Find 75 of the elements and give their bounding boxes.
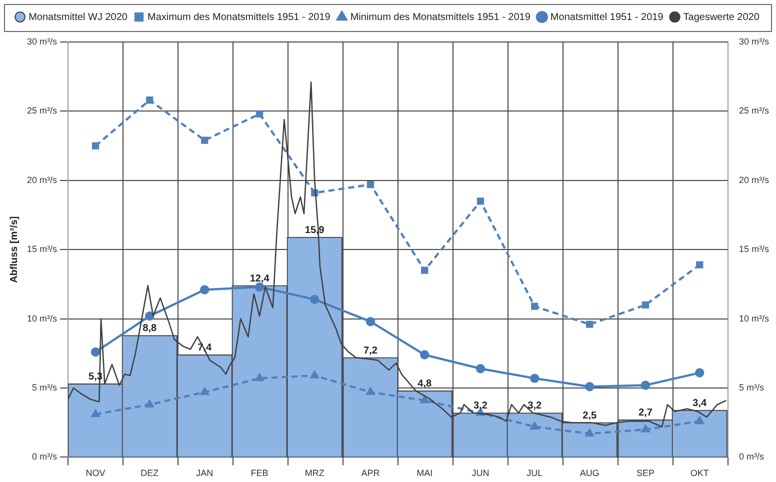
- point: [476, 364, 486, 374]
- point: [695, 416, 704, 424]
- x-tick-label: MRZ: [304, 468, 325, 478]
- legend-label: Tageswerte 2020: [683, 12, 760, 23]
- point: [586, 320, 594, 328]
- y2-tick-label: 30 m³/s: [738, 36, 770, 46]
- y2-tick-label: 10 m³/s: [738, 313, 770, 324]
- y2-tick-label: 5 m³/s: [738, 382, 764, 392]
- point: [640, 380, 650, 390]
- legend-label: Maximum des Monatsmittels 1951 - 2019: [147, 12, 331, 23]
- y2-tick-label: 20 m³/s: [738, 174, 770, 185]
- x-tick-label: SEP: [636, 468, 655, 478]
- x-tick-label: FEB: [250, 468, 268, 478]
- point: [696, 261, 704, 268]
- point: [310, 294, 320, 304]
- point: [421, 266, 428, 274]
- x-tick-label: OKT: [690, 468, 710, 478]
- point: [366, 180, 374, 188]
- data-label: 7,2: [364, 345, 378, 356]
- x-tick-label: DEZ: [140, 468, 160, 478]
- point: [530, 422, 539, 430]
- x-tick-label: MAI: [416, 468, 433, 478]
- x-tick-label: NOV: [86, 468, 106, 478]
- x-tick-label: JAN: [196, 468, 214, 478]
- y-tick-label: 15 m³/s: [26, 244, 58, 254]
- data-label: 2,7: [638, 408, 653, 419]
- data-label: 8,8: [142, 323, 158, 334]
- point: [642, 301, 650, 309]
- point: [145, 400, 154, 408]
- point: [476, 198, 484, 205]
- data-label: 3,2: [528, 400, 542, 412]
- x-tick-label: JUL: [526, 468, 543, 478]
- data-label: 3,2: [474, 400, 488, 412]
- data-label: 4,8: [418, 378, 432, 390]
- y-tick-label: 10 m³/s: [26, 313, 58, 324]
- x-tick-label: AUG: [580, 468, 600, 478]
- point: [420, 350, 430, 360]
- point: [91, 410, 100, 418]
- point: [420, 396, 429, 404]
- point: [585, 429, 594, 437]
- y-tick-label: 30 m³/s: [26, 36, 58, 46]
- y-tick-label: 5 m³/s: [32, 382, 58, 392]
- y-tick-label: 0 m³/s: [32, 452, 58, 462]
- point: [92, 142, 100, 150]
- point: [90, 347, 100, 357]
- y2-tick-label: 15 m³/s: [738, 244, 770, 254]
- y-tick-label: 25 m³/s: [26, 106, 58, 116]
- data-label: 2,5: [582, 410, 597, 422]
- point: [146, 96, 154, 104]
- x-tick-label: APR: [361, 468, 380, 478]
- point: [366, 316, 376, 326]
- legend-label: Minimum des Monatsmittels 1951 - 2019: [350, 12, 531, 23]
- point: [366, 388, 375, 395]
- point: [200, 388, 209, 395]
- point: [310, 370, 319, 378]
- data-label: 12,4: [250, 273, 270, 284]
- point: [256, 110, 264, 118]
- point: [254, 282, 264, 292]
- point: [200, 285, 210, 294]
- y-axis-title: Abfluss [m³/s]: [8, 216, 20, 283]
- legend-label: Monatsmittel WJ 2020: [28, 12, 128, 23]
- point: [145, 311, 154, 321]
- y2-tick-label: 0 m³/s: [738, 452, 764, 462]
- point: [530, 374, 540, 383]
- y-tick-label: 20 m³/s: [26, 174, 58, 185]
- point: [641, 424, 650, 432]
- data-label: 3,4: [692, 398, 707, 409]
- point: [585, 382, 594, 392]
- legend-label: Monatsmittel 1951 - 2019: [550, 12, 664, 23]
- point: [531, 302, 538, 310]
- x-tick-label: JUN: [472, 468, 490, 478]
- point: [201, 136, 208, 144]
- point: [255, 374, 264, 382]
- point: [695, 368, 704, 378]
- y2-tick-label: 25 m³/s: [738, 106, 770, 116]
